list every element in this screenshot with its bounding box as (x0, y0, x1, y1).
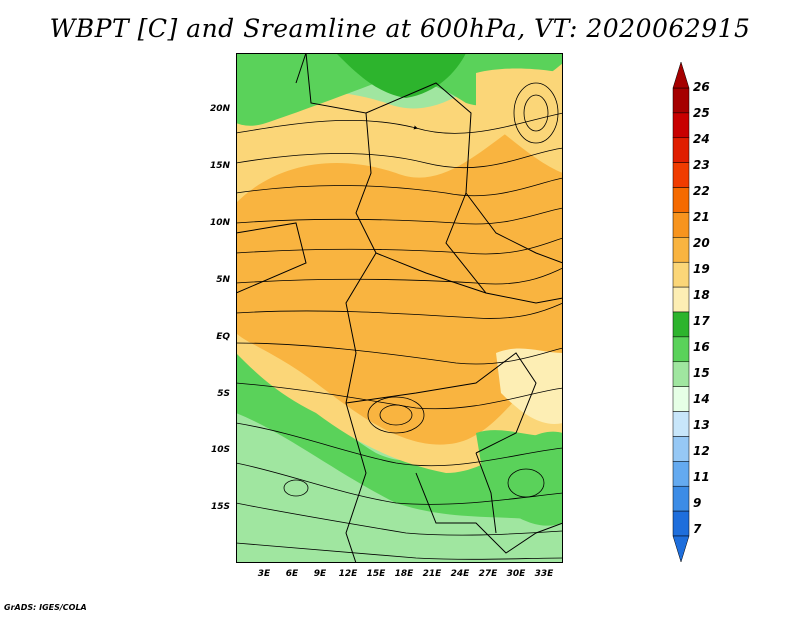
map-title: WBPT [C] and Sreamline at 600hPa, VT: 20… (49, 14, 751, 43)
colorbar-label: 25 (693, 106, 710, 120)
map-panel (236, 53, 563, 563)
lat-tick-label: 20N (209, 104, 230, 114)
lon-tick-label: 12E (338, 569, 358, 579)
colorbar-cell (672, 237, 690, 263)
lon-tick-label: 33E (534, 569, 554, 579)
lat-tick-label: 15S (210, 502, 230, 512)
lat-tick-label: 5S (217, 389, 230, 399)
colorbar-bottom-arrow (672, 535, 690, 562)
lat-tick-label: 15N (209, 161, 230, 171)
field-band-18-southeast (476, 430, 563, 526)
lon-tick-label: 6E (285, 569, 299, 579)
colorbar-cell (672, 261, 690, 288)
field-band-20-east (476, 68, 563, 173)
lon-tick-label: 27E (478, 569, 498, 579)
lat-tick-label: 5N (216, 275, 230, 285)
colorbar-label: 16 (693, 340, 710, 354)
colorbar-cell (672, 510, 690, 537)
colorbar-cell (672, 461, 690, 487)
colorbar (672, 62, 690, 562)
colorbar-label: 23 (693, 158, 710, 172)
colorbar-cell (672, 137, 690, 163)
field-band-18-north (336, 53, 466, 98)
lon-tick-label: 3E (257, 569, 271, 579)
colorbar-label: 20 (693, 236, 710, 250)
colorbar-label: 19 (693, 262, 710, 276)
colorbar-cell (672, 386, 690, 412)
colorbar-cell (672, 336, 690, 363)
colorbar-cell (672, 411, 690, 437)
lon-tick-label: 15E (366, 569, 386, 579)
colorbar-label: 15 (693, 366, 710, 380)
lon-tick-label: 21E (422, 569, 442, 579)
colorbar-label: 26 (693, 80, 710, 94)
credit-label: GrADS: IGES/COLA (4, 603, 87, 612)
field-band-16-south (236, 413, 563, 563)
colorbar-label: 17 (693, 314, 710, 328)
streamlines (236, 82, 563, 560)
colorbar-label: 14 (693, 392, 710, 406)
colorbar-label: 7 (693, 522, 702, 536)
colorbar-cell (672, 485, 690, 512)
colorbar-cell (672, 162, 690, 188)
colorbar-cell (672, 436, 690, 462)
colorbar-cell (672, 87, 690, 114)
lon-tick-label: 18E (394, 569, 414, 579)
colorbar-label: 12 (693, 444, 710, 458)
country-borders (236, 53, 563, 563)
lon-tick-label: 30E (506, 569, 526, 579)
colorbar-label: 18 (693, 288, 710, 302)
colorbar-cell (672, 212, 690, 238)
colorbar-label: 24 (693, 132, 710, 146)
colorbar-cell (672, 311, 690, 338)
colorbar-top-arrow (672, 62, 690, 89)
colorbar-cell (672, 361, 690, 387)
colorbar-cell (672, 187, 690, 213)
colorbar-cell (672, 286, 690, 313)
colorbar-label: 13 (693, 418, 710, 432)
colorbar-label: 11 (693, 470, 710, 484)
lon-tick-label: 24E (450, 569, 470, 579)
lat-tick-label: EQ (216, 332, 230, 342)
colorbar-cell (672, 112, 690, 139)
field-band-17-north (236, 53, 563, 126)
lat-tick-label: 10N (209, 218, 230, 228)
colorbar-label: 21 (693, 210, 710, 224)
colorbar-label: 9 (693, 496, 702, 510)
lat-tick-label: 10S (210, 445, 230, 455)
field-band-19-southeast (496, 348, 563, 424)
colorbar-label: 22 (693, 184, 710, 198)
lon-tick-label: 9E (313, 569, 327, 579)
